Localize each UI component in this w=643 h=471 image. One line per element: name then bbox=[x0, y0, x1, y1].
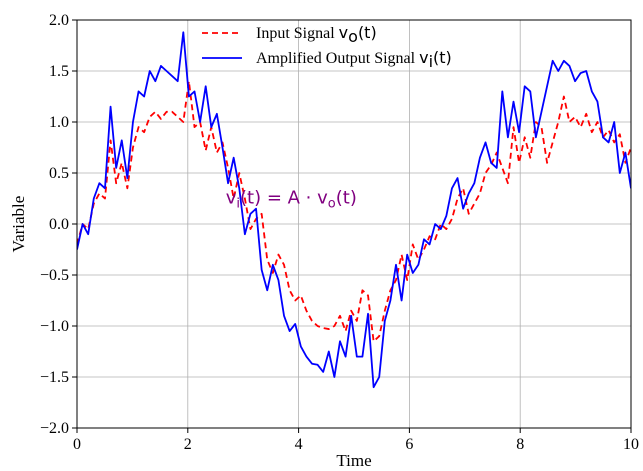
equation-annotation: vi(t) = A · vo(t) bbox=[226, 188, 357, 212]
y-tick-label: −1.5 bbox=[40, 369, 69, 386]
x-tick-label: 0 bbox=[73, 436, 81, 453]
y-axis-label: Variable bbox=[9, 196, 28, 253]
y-tick-label: −0.5 bbox=[40, 267, 69, 284]
x-tick-label: 8 bbox=[516, 436, 524, 453]
x-tick-label: 10 bbox=[623, 436, 639, 453]
x-axis-label: Time bbox=[336, 451, 371, 470]
y-tick-label: 0.5 bbox=[49, 165, 69, 182]
axis-ticks: 0 2 4 6 8 10 −2.0 −1.5 −1.0 −0.5 0.0 0.5 1.0 1.5 2.0 bbox=[40, 12, 639, 453]
x-tick-label: 4 bbox=[295, 436, 303, 453]
legend-label-0: Input Signal vo(t) bbox=[256, 23, 377, 46]
y-tick-label: −2.0 bbox=[40, 420, 69, 437]
y-tick-label: −1.0 bbox=[40, 318, 69, 335]
legend-label-1: Amplified Output Signal vi(t) bbox=[256, 48, 452, 71]
series-line-1 bbox=[77, 31, 631, 389]
x-tick-label: 6 bbox=[405, 436, 413, 453]
legend: Input Signal vo(t)Amplified Output Signa… bbox=[202, 23, 452, 71]
y-tick-label: 2.0 bbox=[49, 12, 69, 29]
series-line-0 bbox=[77, 80, 631, 343]
series-layer bbox=[77, 31, 631, 389]
x-tick-label: 2 bbox=[184, 436, 192, 453]
y-tick-label: 1.5 bbox=[49, 63, 69, 80]
y-tick-label: 0.0 bbox=[49, 216, 69, 233]
y-tick-label: 1.0 bbox=[49, 114, 69, 131]
